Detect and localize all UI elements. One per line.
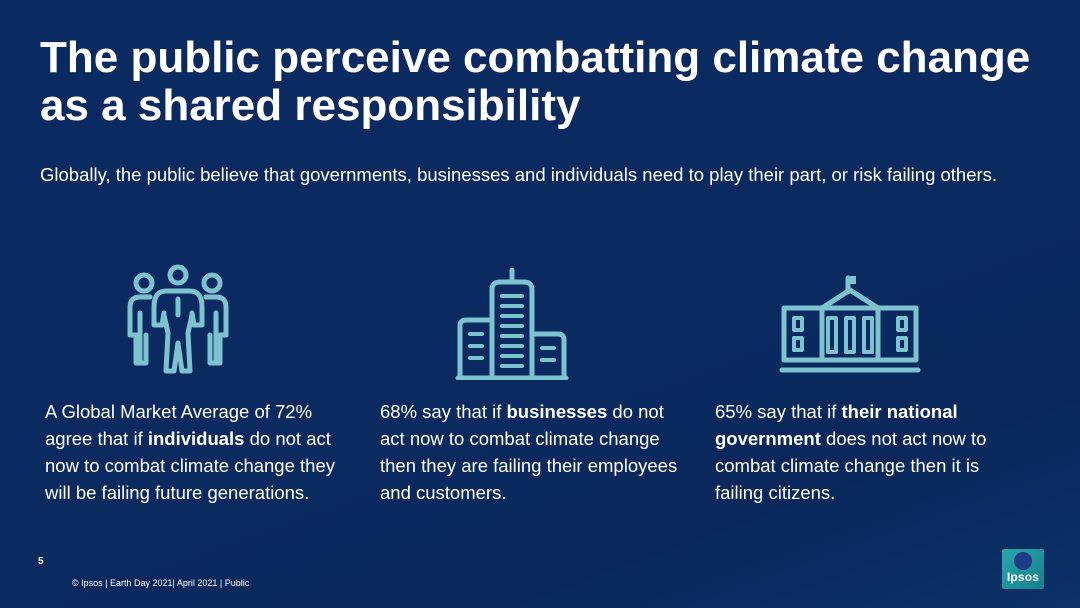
office-building-icon xyxy=(455,268,569,380)
ipsos-logo: Ipsos xyxy=(1002,549,1044,589)
statement-highlight: their national government xyxy=(715,401,958,449)
logo-circle-icon xyxy=(1014,552,1032,570)
statement-text: do not act now to combat climate change … xyxy=(45,428,335,503)
statement-text: 65% say that if xyxy=(715,401,842,422)
slide-title: The public perceive combatting climate c… xyxy=(40,33,1031,130)
statement-highlight: businesses xyxy=(506,401,608,422)
page-number: 5 xyxy=(38,556,44,567)
government-building-icon xyxy=(779,275,921,373)
slide-subtitle: Globally, the public believe that govern… xyxy=(40,164,998,185)
statement-text: 68% say that if xyxy=(380,401,507,422)
people-group-icon xyxy=(127,264,229,374)
statement-text: A Global Market Average of 72% agree tha… xyxy=(45,401,313,449)
statement-text: does not act now to combat climate chang… xyxy=(715,428,987,503)
logo-text: Ipsos xyxy=(1006,570,1040,584)
statement-businesses: 68% say that if businesses do not act no… xyxy=(380,398,680,506)
footer-text: © Ipsos | Earth Day 2021| April 2021 | P… xyxy=(72,578,250,588)
statement-individuals: A Global Market Average of 72% agree tha… xyxy=(45,398,345,506)
statement-government: 65% say that if their national governmen… xyxy=(715,398,1015,506)
statement-highlight: individuals xyxy=(147,428,245,449)
statement-text: do not act now to combat climate change … xyxy=(380,401,678,503)
